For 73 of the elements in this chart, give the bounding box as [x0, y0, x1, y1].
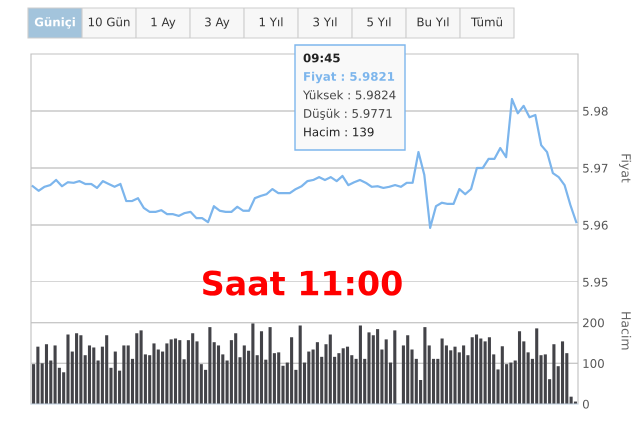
text: 3 Yıl [313, 17, 336, 26]
bar [560, 341, 564, 404]
annotation: Düşük : 5.9771 [304, 108, 392, 120]
bar [298, 326, 302, 404]
annotation: Fiyat : 5.9821 [304, 72, 394, 84]
bar [367, 332, 371, 404]
bar [500, 346, 504, 404]
bar [479, 338, 482, 404]
bar [122, 345, 126, 404]
bar [342, 348, 345, 404]
bar [393, 330, 396, 404]
bar [114, 352, 117, 404]
bar [191, 333, 194, 404]
bar [92, 347, 96, 404]
bar [307, 352, 310, 404]
y-axis-title: Hacim [621, 312, 632, 350]
bar [290, 337, 294, 404]
bar [277, 352, 280, 404]
bar [316, 342, 319, 404]
bar [470, 337, 474, 404]
bar [406, 335, 410, 404]
bar [66, 334, 70, 404]
bar [234, 333, 238, 404]
y-tick-label: 5.95 [583, 278, 608, 287]
bar [152, 343, 156, 404]
bar [376, 329, 380, 404]
text: 1 Yıl [260, 17, 282, 26]
y-tick-label: 200 [583, 318, 604, 328]
bar [453, 346, 457, 404]
bar [260, 331, 264, 404]
text: Bu Yıl [418, 17, 448, 26]
bar [79, 335, 82, 404]
y-tick-label: 5.98 [583, 106, 608, 116]
annotation: Saat 11:00 [203, 270, 402, 296]
bar [440, 338, 444, 404]
bar [126, 345, 130, 404]
y-axis-title: Fiyat [619, 154, 632, 183]
bar [484, 341, 487, 404]
text: Güniçi [34, 17, 75, 29]
bar [535, 328, 538, 404]
bar [178, 340, 182, 404]
text: 10 Gün [88, 17, 130, 26]
bar [216, 345, 220, 404]
y-tick-label: 100 [583, 359, 604, 368]
bar [328, 334, 332, 404]
bar [170, 339, 173, 404]
bar [242, 345, 246, 404]
text: 3 Ay [205, 17, 230, 29]
bar [36, 346, 40, 404]
bar [518, 331, 522, 404]
bar [44, 344, 48, 404]
bar [474, 334, 478, 404]
bar [88, 345, 92, 404]
y-tick-label: 0 [582, 400, 589, 409]
bar [251, 323, 254, 404]
text: 5 Yıl [367, 17, 390, 26]
line-series [32, 98, 578, 229]
text: Tümü [470, 17, 502, 26]
bar [208, 327, 212, 404]
bar [346, 346, 350, 404]
bar [165, 343, 168, 404]
annotation: 09:45 [304, 53, 340, 62]
bar [462, 345, 466, 404]
bar [544, 354, 547, 404]
y-tick-label: 5.96 [583, 220, 608, 230]
text: 1 Ay [152, 18, 176, 29]
bar [105, 335, 108, 404]
y-tick-label: 5.97 [583, 164, 608, 173]
bar [384, 339, 388, 404]
annotation: Hacim : 139 [304, 127, 374, 136]
bar [174, 338, 178, 404]
bar [135, 333, 138, 404]
annotation: Yüksek : 5.9824 [302, 90, 396, 100]
